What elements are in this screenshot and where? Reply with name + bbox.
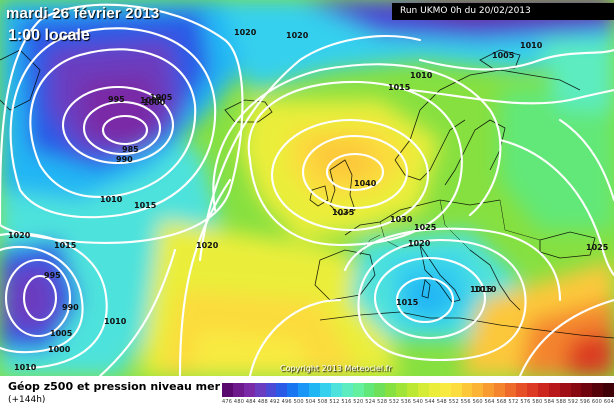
scale-swatch (254, 383, 266, 397)
scale-swatch (352, 383, 364, 397)
isobar-label: 1030 (390, 215, 413, 224)
isobar-label: 1020 (408, 239, 431, 248)
scale-swatch (450, 383, 462, 397)
isobar-label: 1020 (196, 241, 219, 250)
scale-swatch (494, 383, 506, 397)
isobar-labels: 1020 1020 1010 1005 995 1005 1000 985 99… (8, 28, 609, 372)
scale-swatch (603, 383, 614, 397)
scale-swatch (505, 383, 517, 397)
scale-swatch (439, 383, 451, 397)
isobar-label: 1020 (8, 231, 31, 240)
color-scale (222, 383, 614, 397)
isobar-label: 1035 (332, 208, 355, 217)
scale-swatch (428, 383, 440, 397)
isobar-label: 1015 (396, 298, 419, 307)
scale-swatch (570, 383, 582, 397)
scale-swatch (374, 383, 386, 397)
isobar-label: 1005 (492, 51, 515, 60)
weather-map: 1020 1020 1010 1005 995 1005 1000 985 99… (0, 0, 614, 376)
isobar-label: 1010 (520, 41, 543, 50)
scale-swatch (396, 383, 408, 397)
isobar-label: 1040 (354, 179, 377, 188)
isobar-label: 1020 (234, 28, 257, 37)
field-title: Géop z500 et pression niveau mer (8, 380, 220, 393)
isobar-label: 1015 (54, 241, 77, 250)
scale-swatch (222, 383, 233, 397)
scale-swatch (320, 383, 331, 397)
map-date-title: mardi 26 février 2013 (6, 5, 160, 22)
scale-swatch (581, 383, 593, 397)
isobar-label: 1010 (104, 317, 127, 326)
scale-swatch (243, 383, 255, 397)
coastlines (0, 49, 614, 339)
isobar-label: 995 (44, 271, 61, 280)
scale-swatch (298, 383, 310, 397)
isobar-label: 1010 (14, 363, 37, 372)
scale-swatch (309, 383, 321, 397)
isobar-label: 1010 (410, 71, 433, 80)
isobar-label: 990 (116, 155, 133, 164)
isobar-label: 1025 (586, 243, 609, 252)
scale-swatch (287, 383, 299, 397)
scale-swatch (232, 383, 244, 397)
isobar-label: 1020 (286, 31, 309, 40)
scale-swatch (385, 383, 397, 397)
isobar-label: 1010 (100, 195, 123, 204)
scale-swatch (559, 383, 571, 397)
isobar-label: 1000 (48, 345, 71, 354)
isobar-label: 985 (122, 145, 139, 154)
scale-swatch (407, 383, 419, 397)
color-scale-labels: 476 480 484 488 492 496 500 504 508 512 … (222, 399, 614, 405)
isobar-label: 990 (62, 303, 79, 312)
isobar-label: 995 (108, 95, 125, 104)
isobar-label: 1005 (150, 93, 173, 102)
legend-bar: Géop z500 et pression niveau mer (+144h)… (0, 376, 614, 410)
isobars (0, 3, 614, 376)
map-canvas: 1020 1020 1010 1005 995 1005 1000 985 99… (0, 0, 614, 376)
scale-swatch (330, 383, 342, 397)
isobar-label: 1000 (143, 98, 166, 107)
scale-swatch (363, 383, 375, 397)
isobar-label: 1005 (140, 96, 163, 105)
scale-swatch (526, 383, 538, 397)
scale-swatch (341, 383, 353, 397)
scale-swatch (461, 383, 473, 397)
copyright-text: Copyright 2013 Meteociel.fr (280, 364, 392, 373)
scale-swatch (418, 383, 429, 397)
scale-swatch (276, 383, 288, 397)
isobar-label: 1025 (414, 223, 437, 232)
isobar-label: 1015 (134, 201, 157, 210)
model-run-label: Run UKMO 0h du 20/02/2013 (392, 3, 614, 20)
scale-swatch (592, 383, 604, 397)
scale-swatch (483, 383, 495, 397)
scale-swatch (537, 383, 549, 397)
map-time-title: 1:00 locale (8, 27, 90, 44)
scale-swatch (548, 383, 560, 397)
isobar-label: 1005 (50, 329, 73, 338)
scale-swatch (516, 383, 527, 397)
isobar-label: 1010 (474, 285, 497, 294)
scale-swatch (265, 383, 277, 397)
isobar-label: 1015 (470, 285, 493, 294)
isobar-label: 1015 (388, 83, 411, 92)
scale-swatch (472, 383, 484, 397)
lead-time: (+144h) (8, 395, 46, 405)
